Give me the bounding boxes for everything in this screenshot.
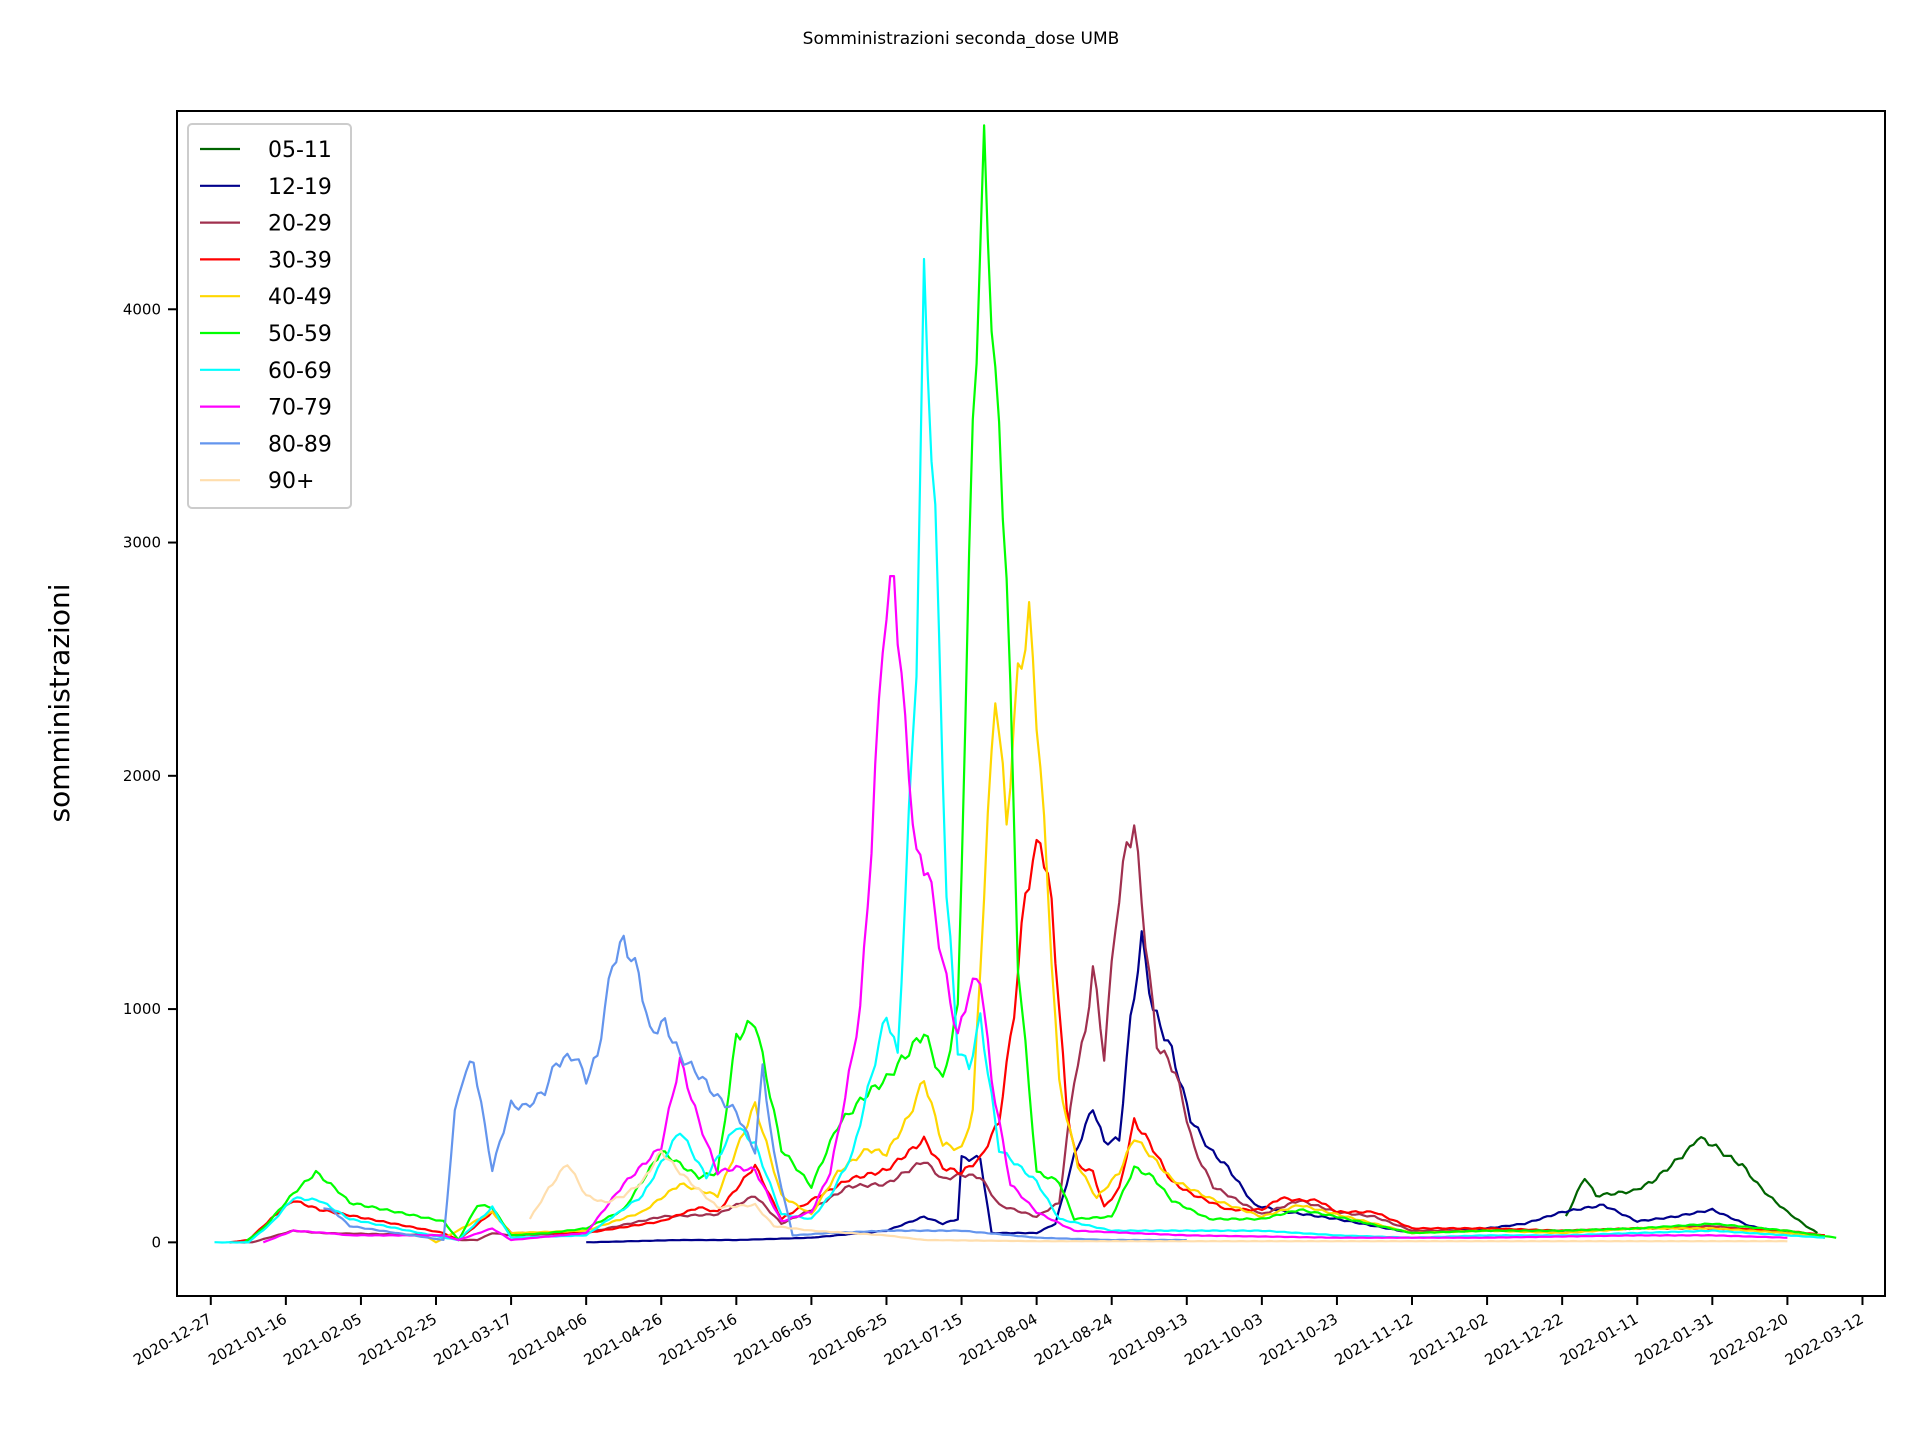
series-line-40-49: [420, 601, 1826, 1244]
legend-label-70-79: 70-79: [268, 396, 332, 421]
plot-series: [214, 124, 1837, 1244]
x-tick-label: 2021-10-23: [1256, 1310, 1341, 1369]
x-tick-label: 2021-03-17: [431, 1310, 516, 1369]
x-tick-label: 2021-11-12: [1332, 1310, 1417, 1369]
series-line-90+: [528, 1149, 1788, 1243]
x-tick-label: 2021-12-02: [1407, 1310, 1492, 1369]
x-tick-label: 2021-08-04: [956, 1310, 1041, 1369]
legend-label-12-19: 12-19: [268, 175, 332, 200]
x-tick-label: 2022-01-31: [1632, 1310, 1717, 1369]
x-tick-label: 2022-01-11: [1557, 1310, 1642, 1369]
x-tick-label: 2021-12-22: [1482, 1310, 1567, 1369]
series-line-70-79: [262, 575, 1788, 1244]
x-tick-label: 2021-10-03: [1181, 1310, 1266, 1369]
y-tick-label: 4000: [123, 300, 161, 318]
series-line-05-11: [1564, 1136, 1819, 1234]
chart-title: Somministrazioni seconda_dose UMB: [803, 29, 1120, 49]
y-axis-label: somministrazioni: [43, 584, 76, 823]
x-tick-label: 2021-09-13: [1106, 1310, 1191, 1369]
x-tick-label: 2022-02-20: [1707, 1310, 1792, 1369]
series-line-60-69: [214, 257, 1825, 1244]
legend: 05-11 12-19 20-29 30-39 40-49 50-59 60-69 70-79…: [187, 123, 352, 509]
x-tick-label: 2021-05-16: [656, 1310, 741, 1369]
x-tick-label: 2021-02-05: [280, 1310, 365, 1369]
y-tick-label: 0: [151, 1233, 161, 1251]
legend-label-90+: 90+: [268, 469, 314, 494]
series-line-80-89: [323, 934, 1187, 1242]
x-tick-label: 2021-06-25: [806, 1310, 891, 1369]
x-tick-label: 2022-03-12: [1782, 1310, 1867, 1369]
series-line-50-59: [243, 124, 1837, 1244]
x-tick-label: 2021-07-15: [881, 1310, 966, 1369]
x-tick-label: 2021-04-26: [581, 1310, 666, 1369]
x-tick-label: 2021-02-25: [356, 1310, 441, 1369]
legend-label-20-29: 20-29: [268, 212, 332, 237]
y-tick-label: 1000: [123, 1000, 161, 1018]
y-tick-label: 2000: [123, 767, 161, 785]
y-axis: 0 1000 2000 3000 4000: [123, 300, 177, 1251]
plot-frame: [176, 110, 1886, 1297]
y-tick-label: 3000: [123, 534, 161, 552]
legend-label-40-49: 40-49: [268, 285, 332, 310]
x-axis: 2020-12-272021-01-162021-02-052021-02-25…: [130, 1296, 1866, 1369]
series-line-12-19: [586, 930, 1788, 1244]
legend-label-80-89: 80-89: [268, 432, 332, 457]
x-tick-label: 2021-08-24: [1031, 1310, 1116, 1369]
legend-label-50-59: 50-59: [268, 322, 332, 347]
legend-box: [187, 123, 352, 509]
x-tick-label: 2021-04-06: [506, 1310, 591, 1369]
x-tick-label: 2020-12-27: [130, 1310, 215, 1369]
legend-label-05-11: 05-11: [268, 138, 332, 163]
legend-label-30-39: 30-39: [268, 248, 332, 273]
series-line-30-39: [229, 838, 1825, 1244]
legend-label-60-69: 60-69: [268, 359, 332, 384]
x-tick-label: 2021-01-16: [205, 1310, 290, 1369]
x-tick-label: 2021-06-05: [731, 1310, 816, 1369]
